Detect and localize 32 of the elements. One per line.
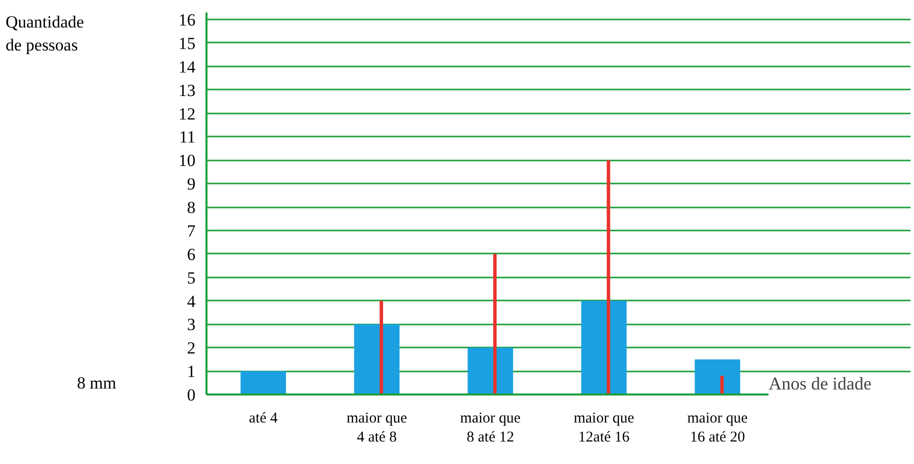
y-tick-label: 8 xyxy=(187,198,196,218)
y-tick-label: 4 xyxy=(187,292,196,311)
y-tick-label: 12 xyxy=(178,104,196,124)
y-tick-label: 16 xyxy=(178,10,196,30)
x-tick-label: maior que 4 até 8 xyxy=(346,410,408,446)
x-tick-label: maior que 8 até 12 xyxy=(460,410,521,446)
y-tick-label: 1 xyxy=(187,362,196,382)
x-axis-title: Anos de idade xyxy=(768,373,872,394)
y-tick-label: 15 xyxy=(178,34,196,53)
y-tick-label: 6 xyxy=(187,244,196,264)
bar xyxy=(493,254,497,394)
y-tick-label: 11 xyxy=(179,128,196,147)
y-tick-label: 5 xyxy=(187,268,196,288)
text: 8 mm xyxy=(77,373,116,392)
bar xyxy=(380,300,384,394)
bar xyxy=(354,324,400,394)
text: Quantidade de pessoas xyxy=(6,12,84,54)
x-tick-label: maior que 12até 16 xyxy=(574,410,634,446)
y-tick-label: 10 xyxy=(178,151,196,170)
y-tick-label: 13 xyxy=(178,80,196,100)
bar xyxy=(694,359,740,394)
y-tick-label: 14 xyxy=(178,57,196,76)
x-tick-label: maior que 16 até 20 xyxy=(687,410,748,446)
x-tick-label: até 4 xyxy=(248,410,278,426)
y-tick-label: 3 xyxy=(187,315,196,334)
bar xyxy=(468,348,514,394)
bar xyxy=(240,371,286,394)
bar xyxy=(581,300,627,394)
y-tick-label: 9 xyxy=(187,174,196,194)
y-tick-label: 2 xyxy=(187,338,196,358)
y-tick-label: 7 xyxy=(187,221,196,240)
y-tick-label: 0 xyxy=(187,386,196,404)
